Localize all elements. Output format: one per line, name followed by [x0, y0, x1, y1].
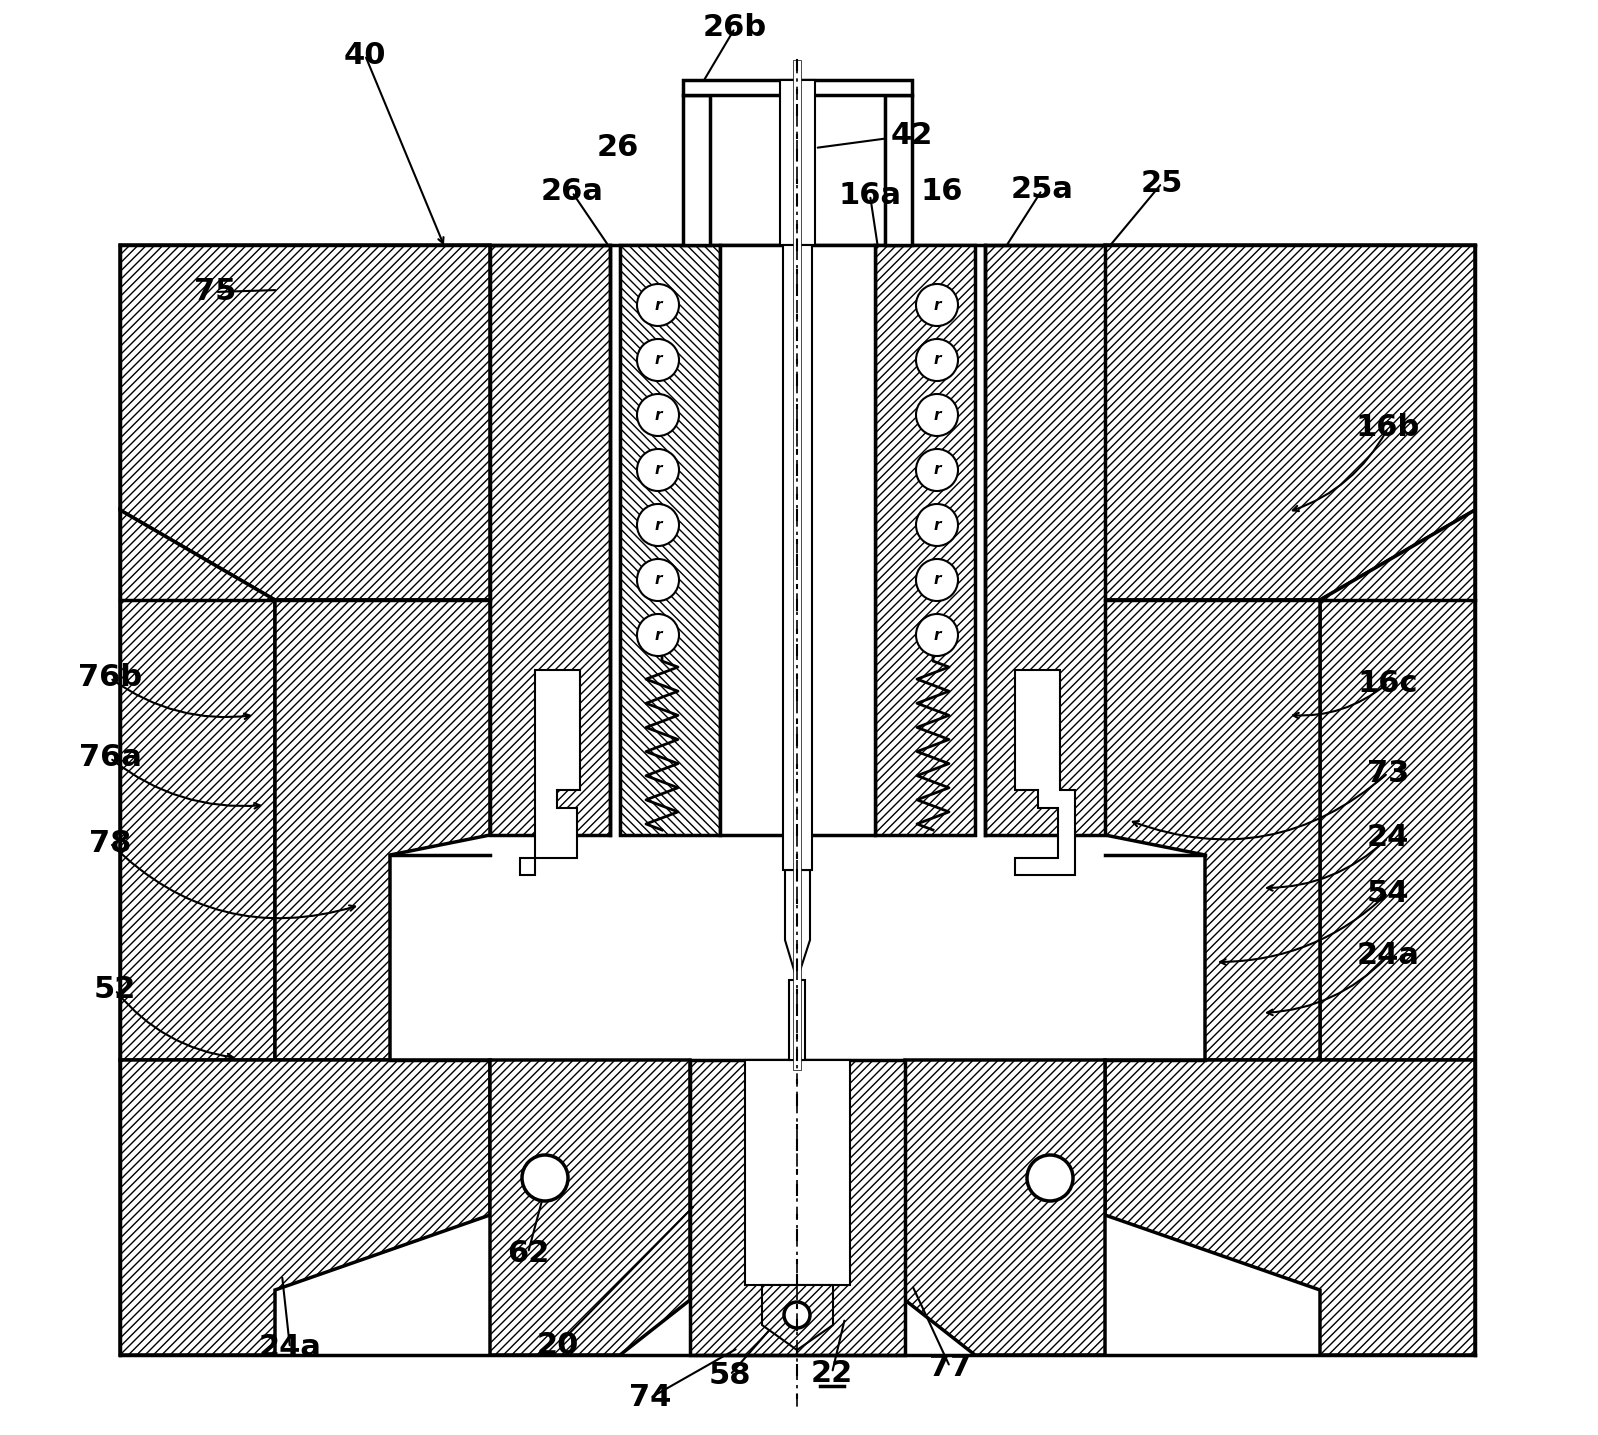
Circle shape: [638, 614, 679, 656]
Polygon shape: [745, 1060, 850, 1284]
Polygon shape: [885, 95, 912, 245]
Text: r: r: [933, 353, 941, 367]
Polygon shape: [1104, 1060, 1475, 1355]
Polygon shape: [275, 600, 491, 1060]
Circle shape: [785, 1302, 810, 1327]
Text: 74: 74: [628, 1383, 671, 1412]
Text: 24a: 24a: [259, 1333, 321, 1362]
Polygon shape: [690, 1060, 904, 1355]
Circle shape: [916, 339, 957, 382]
Circle shape: [916, 284, 957, 326]
Text: r: r: [654, 518, 662, 532]
Text: 54: 54: [1366, 878, 1409, 907]
Circle shape: [916, 614, 957, 656]
Text: 77: 77: [928, 1353, 972, 1382]
Polygon shape: [876, 245, 975, 835]
Polygon shape: [1320, 509, 1475, 1060]
Circle shape: [1028, 1155, 1072, 1201]
Circle shape: [916, 449, 957, 491]
Polygon shape: [1015, 670, 1075, 875]
Text: 26: 26: [596, 133, 639, 162]
Text: 58: 58: [710, 1360, 751, 1389]
Text: 24: 24: [1366, 824, 1409, 852]
Polygon shape: [120, 245, 491, 600]
Polygon shape: [620, 245, 721, 835]
Polygon shape: [789, 980, 805, 1060]
Text: 16: 16: [920, 178, 964, 207]
Text: 42: 42: [890, 121, 933, 149]
Text: r: r: [933, 408, 941, 422]
Circle shape: [523, 1155, 567, 1201]
Polygon shape: [1104, 245, 1475, 600]
Polygon shape: [682, 80, 912, 95]
Polygon shape: [780, 80, 815, 245]
Circle shape: [638, 504, 679, 545]
Text: 25a: 25a: [1010, 175, 1074, 205]
Polygon shape: [1104, 600, 1320, 1060]
Text: 62: 62: [507, 1238, 550, 1267]
Text: r: r: [654, 353, 662, 367]
Text: 26a: 26a: [540, 178, 604, 207]
Text: 73: 73: [1366, 759, 1409, 788]
Text: 22: 22: [810, 1359, 853, 1388]
Text: 16a: 16a: [839, 181, 901, 210]
Polygon shape: [491, 245, 610, 835]
Text: r: r: [933, 627, 941, 643]
Circle shape: [638, 560, 679, 601]
Text: r: r: [654, 462, 662, 478]
Text: 76b: 76b: [78, 663, 142, 693]
Text: r: r: [933, 518, 941, 532]
Circle shape: [638, 339, 679, 382]
Text: 78: 78: [89, 828, 131, 858]
Circle shape: [916, 504, 957, 545]
Text: r: r: [654, 408, 662, 422]
Polygon shape: [783, 245, 812, 870]
Text: r: r: [933, 297, 941, 313]
Text: 26b: 26b: [703, 13, 767, 43]
Text: 25: 25: [1141, 168, 1183, 198]
Text: 24a: 24a: [1357, 941, 1419, 970]
Polygon shape: [120, 509, 275, 1060]
Text: 16b: 16b: [1355, 413, 1421, 442]
Polygon shape: [519, 670, 580, 875]
Polygon shape: [762, 1284, 833, 1350]
Text: r: r: [933, 462, 941, 478]
Polygon shape: [682, 95, 710, 245]
Circle shape: [638, 449, 679, 491]
Circle shape: [916, 395, 957, 436]
Text: 20: 20: [537, 1330, 578, 1359]
Text: r: r: [933, 573, 941, 587]
Polygon shape: [120, 1060, 491, 1355]
Text: 76a: 76a: [78, 743, 142, 772]
Circle shape: [638, 284, 679, 326]
Circle shape: [638, 395, 679, 436]
Text: r: r: [654, 627, 662, 643]
Text: r: r: [654, 573, 662, 587]
Polygon shape: [491, 1060, 690, 1355]
Text: 75: 75: [193, 277, 237, 307]
Text: r: r: [654, 297, 662, 313]
Circle shape: [916, 560, 957, 601]
Polygon shape: [785, 870, 810, 980]
Polygon shape: [984, 245, 1104, 835]
Text: 16c: 16c: [1358, 669, 1419, 697]
Polygon shape: [721, 245, 876, 835]
Text: 40: 40: [344, 40, 387, 69]
Text: 52: 52: [94, 976, 136, 1004]
Polygon shape: [793, 60, 801, 1071]
Polygon shape: [904, 1060, 1104, 1355]
